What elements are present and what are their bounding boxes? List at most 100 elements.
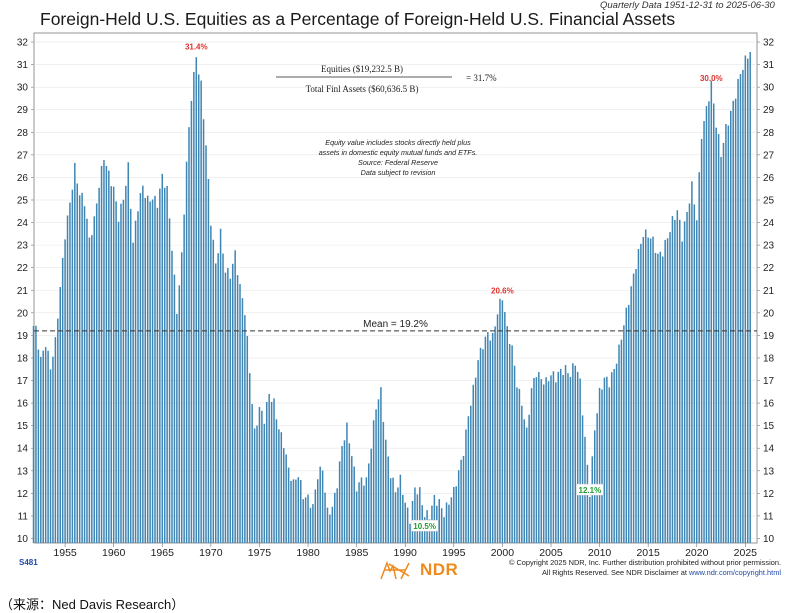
- bar-2001.00: [511, 345, 513, 543]
- formula-denominator: Total Finl Assets ($60,636.5 B): [306, 84, 419, 94]
- bar-1976.25: [270, 401, 273, 543]
- ytick-right-31: 31: [763, 60, 775, 71]
- bar-2005.25: [552, 371, 555, 543]
- bar-2024.75: [742, 69, 744, 543]
- ytick-right-11: 11: [763, 511, 774, 522]
- bar-2020.50: [700, 138, 703, 543]
- bar-2007.00: [569, 376, 572, 543]
- bar-2010.00: [598, 387, 601, 543]
- bar-1982.00: [326, 507, 329, 543]
- bar-1962.00: [132, 242, 134, 543]
- bar-1977.75: [285, 454, 287, 543]
- chart-subtitle: Quarterly Data 1951-12-31 to 2025-06-30: [600, 0, 775, 11]
- bar-1998.75: [489, 340, 491, 543]
- note: Equity value includes stocks directly he…: [319, 138, 478, 177]
- copyright-link[interactable]: www.ndr.com/copyright.html: [688, 567, 781, 577]
- bar-1977.00: [278, 429, 280, 543]
- bar-2010.75: [606, 376, 608, 543]
- bar-1988.75: [392, 477, 394, 543]
- bar-2011.25: [610, 372, 613, 543]
- bar-2021.50: [710, 80, 713, 543]
- bar-1951.75: [32, 326, 35, 543]
- bar-1957.50: [88, 237, 91, 543]
- ytick-right-25: 25: [763, 195, 775, 206]
- ytick-right-10: 10: [763, 534, 775, 545]
- bar-2025.25: [747, 58, 749, 543]
- bar-1981.75: [324, 492, 326, 543]
- bar-2014.50: [642, 237, 645, 543]
- bar-1954.50: [59, 287, 61, 543]
- bar-2017.25: [669, 232, 671, 544]
- bar-1985.00: [355, 491, 358, 543]
- bar-1988.25: [387, 456, 389, 543]
- bar-1982.50: [331, 506, 334, 543]
- bar-1963.25: [144, 197, 147, 543]
- bar-1962.50: [137, 211, 139, 544]
- xtick-1960: 1960: [102, 547, 126, 559]
- bar-1963.75: [149, 201, 151, 543]
- bar-2008.00: [579, 378, 581, 543]
- bar-1980.50: [312, 504, 314, 543]
- bar-2000.25: [504, 312, 506, 543]
- bar-2024.00: [734, 98, 737, 543]
- bar-1967.75: [188, 127, 190, 543]
- bar-1953.00: [44, 347, 47, 543]
- y-ticks-right: 10 11 12 13 14 15 16 17 18 19 20 21 22 23 24 25 26 27 28 29…: [763, 38, 775, 545]
- bar-1969.75: [207, 179, 210, 543]
- bar-2012.50: [623, 325, 625, 543]
- chart-svg: 10 11 12 13 14 15 16 17 18 19 20 21 22 23 24 25 26 27 28 29…: [17, 32, 775, 559]
- bar-2005.50: [555, 382, 557, 543]
- bar-1958.00: [93, 216, 96, 543]
- bar-1974.25: [251, 404, 253, 543]
- bar-1954.00: [54, 337, 57, 543]
- ytick-left-12: 12: [17, 489, 29, 500]
- ytick-right-29: 29: [763, 105, 775, 116]
- bar-1984.50: [351, 456, 353, 543]
- bar-1998.00: [482, 349, 484, 543]
- bar-1984.00: [346, 422, 348, 543]
- formula: Equities ($19,232.5 B) Total Finl Assets …: [276, 64, 497, 94]
- bar-2016.00: [657, 253, 659, 543]
- bar-1975.25: [261, 410, 263, 543]
- bar-1955.50: [69, 202, 71, 543]
- bar-1993.50: [438, 499, 440, 543]
- bar-1970.50: [214, 263, 217, 543]
- ytick-left-24: 24: [17, 218, 29, 229]
- bar-1965.00: [161, 173, 164, 544]
- source-caption: （来源：Ned Davis Research）: [0, 597, 185, 612]
- bar-1991.50: [419, 487, 421, 543]
- bar-1965.50: [166, 186, 168, 543]
- bar-2025.00: [744, 55, 747, 544]
- bar-1996.75: [470, 405, 472, 543]
- bar-2011.00: [608, 387, 611, 543]
- bar-2015.75: [654, 252, 657, 543]
- bar-1973.75: [246, 336, 249, 543]
- bar-1993.00: [433, 494, 436, 543]
- bar-1976.75: [275, 419, 278, 543]
- bar-1955.25: [66, 215, 69, 544]
- ytick-right-14: 14: [763, 444, 775, 455]
- bar-1958.75: [100, 165, 103, 543]
- xtick-1970: 1970: [199, 547, 223, 559]
- bar-1974.75: [256, 425, 258, 543]
- bar-1995.50: [457, 470, 460, 543]
- bar-2018.25: [678, 219, 681, 543]
- bar-1952.25: [37, 349, 40, 543]
- bar-1994.75: [450, 497, 453, 543]
- bar-1956.50: [78, 195, 81, 543]
- note-line-1: assets in domestic equity mutual funds a…: [319, 148, 478, 157]
- bar-1959.00: [103, 160, 105, 544]
- ndr-logo-icon: [380, 560, 410, 580]
- bar-1999.25: [494, 326, 496, 543]
- bar-1978.25: [290, 480, 292, 543]
- formula-result: = 31.7%: [466, 73, 497, 83]
- bar-1977.25: [280, 432, 283, 543]
- bar-2006.75: [567, 373, 569, 543]
- xtick-2005: 2005: [539, 547, 563, 559]
- bar-1971.50: [224, 272, 227, 543]
- xtick-2015: 2015: [636, 547, 660, 559]
- bar-1966.75: [178, 285, 181, 543]
- bar-1994.00: [443, 517, 445, 543]
- bar-2011.75: [615, 363, 618, 543]
- bar-2015.50: [652, 236, 654, 543]
